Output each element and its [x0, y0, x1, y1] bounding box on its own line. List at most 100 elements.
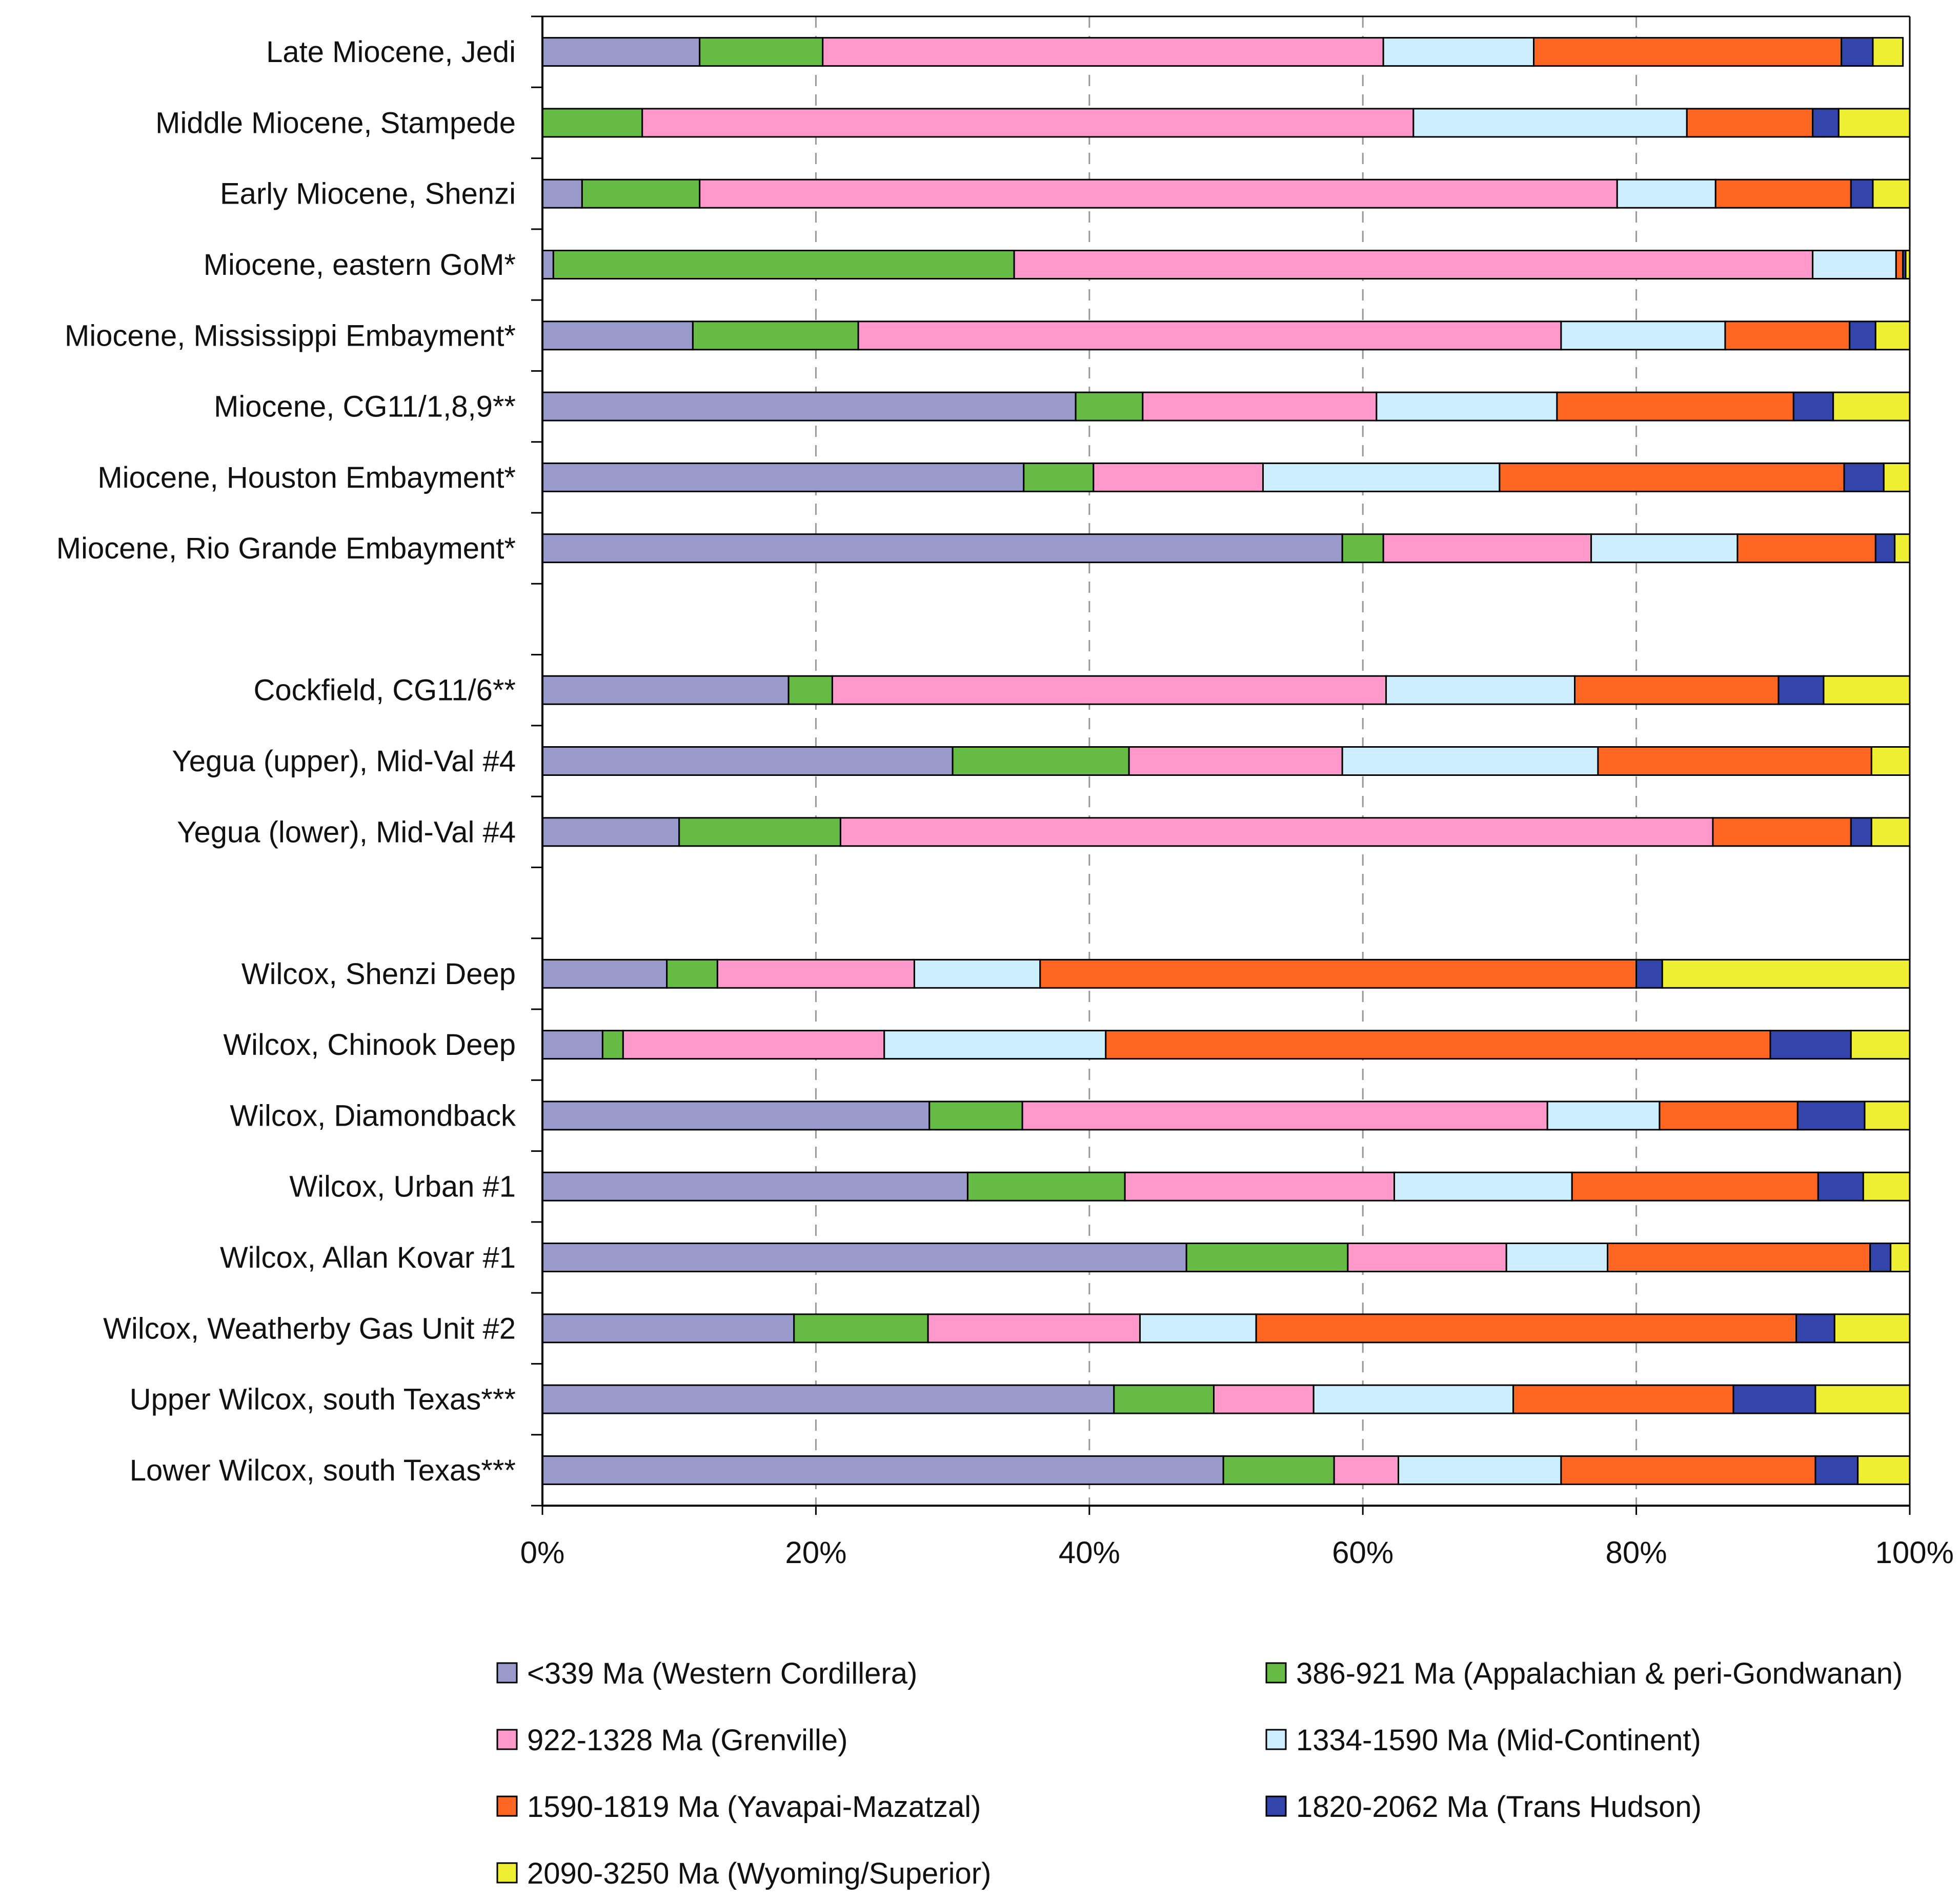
- bar-segment: [1864, 1101, 1911, 1131]
- bar-segment: [541, 321, 694, 351]
- bar-segment: [699, 178, 1618, 209]
- bar-segment: [1185, 1243, 1349, 1272]
- category-label: Miocene, Houston Embayment*: [97, 461, 516, 494]
- bar-segment: [541, 1030, 603, 1060]
- x-tick-label: 80%: [1606, 1535, 1667, 1570]
- bar-segment: [1661, 958, 1911, 989]
- bar-segment: [927, 1313, 1141, 1344]
- legend-label: 922-1328 Ma (Grenville): [527, 1724, 847, 1757]
- x-tick-labels: 0% 20% 40% 60% 80% 100%: [520, 1535, 1954, 1570]
- bar-segment: [857, 321, 1562, 351]
- bar-segment: [1556, 391, 1794, 422]
- bar-segment: [541, 391, 1077, 422]
- x-tick-label: 20%: [785, 1535, 846, 1570]
- bar-segment: [1796, 1101, 1866, 1131]
- legend-swatch: [496, 1862, 518, 1884]
- bar-segment: [601, 1030, 624, 1060]
- bar-segment: [1571, 1171, 1819, 1202]
- bar-segment: [541, 1384, 1115, 1414]
- bar-segment: [1724, 321, 1851, 351]
- bar-segment: [1499, 462, 1845, 492]
- bar-segment: [1792, 391, 1834, 422]
- bar-segment: [1347, 1243, 1507, 1272]
- legend-swatch: [496, 1729, 518, 1750]
- bar-segment: [1686, 108, 1814, 138]
- category-label: Lower Wilcox, south Texas***: [130, 1454, 516, 1487]
- bar-segment: [1376, 391, 1558, 422]
- bar-segment: [1312, 1384, 1514, 1414]
- bar-segment: [839, 817, 1714, 847]
- bar-segment: [1222, 1455, 1335, 1485]
- bar-segment: [1869, 1243, 1892, 1272]
- bar-segment: [1817, 1171, 1864, 1202]
- bar-segment: [1894, 533, 1911, 564]
- bar-segment: [787, 675, 833, 705]
- bar-segment: [716, 958, 915, 989]
- bar-segment: [1560, 1455, 1816, 1485]
- category-label: Late Miocene, Jedi: [266, 35, 516, 69]
- bar-segment: [883, 1030, 1107, 1060]
- bar-segment: [1385, 675, 1576, 705]
- bar-segment: [1777, 675, 1825, 705]
- category-label: Miocene, Mississippi Embayment*: [65, 319, 516, 352]
- bar-segment: [541, 1243, 1187, 1272]
- bar-segment: [966, 1171, 1126, 1202]
- bar-segment: [1021, 1101, 1548, 1131]
- bar-segment: [1769, 1030, 1852, 1060]
- legend-swatch: [1265, 1729, 1287, 1750]
- category-label: Miocene, CG11/1,8,9**: [214, 390, 516, 424]
- bar-segment: [1398, 1455, 1562, 1485]
- bar-segment: [1850, 178, 1874, 209]
- bar-segment: [541, 817, 680, 847]
- bar-segment: [622, 1030, 885, 1060]
- bar-segment: [541, 37, 701, 67]
- bar-segment: [1546, 1101, 1661, 1131]
- bar-segment: [541, 108, 643, 138]
- bar-segment: [1393, 1171, 1573, 1202]
- bar-segment: [552, 250, 1015, 279]
- bar-segment: [1333, 1455, 1400, 1485]
- bar-segment: [1124, 1171, 1396, 1202]
- legend-label: 386-921 Ma (Appalachian & peri-Gondwanan…: [1296, 1657, 1903, 1690]
- bar-segment: [1795, 1313, 1835, 1344]
- bar-segment: [541, 1455, 1224, 1485]
- bar-segment: [541, 1101, 931, 1131]
- category-label: Middle Miocene, Stampede: [155, 106, 516, 139]
- bar-segment: [822, 37, 1384, 67]
- category-label: Wilcox, Shenzi Deep: [241, 957, 516, 991]
- bar-segment: [1635, 958, 1663, 989]
- legend-label: 1590-1819 Ma (Yavapai-Mazatzal): [527, 1790, 981, 1824]
- bar-segment: [1837, 108, 1911, 138]
- bar-segment: [1814, 1455, 1859, 1485]
- bar-segment: [1142, 391, 1378, 422]
- legend-label: 1820-2062 Ma (Trans Hudson): [1296, 1790, 1702, 1824]
- bar-segment: [1736, 533, 1876, 564]
- bar-segment: [1841, 37, 1874, 67]
- legend-swatch: [496, 1662, 518, 1684]
- bar-segment: [793, 1313, 929, 1344]
- bar-segment: [1113, 1384, 1215, 1414]
- bar-segment: [1823, 675, 1911, 705]
- category-label: Wilcox, Allan Kovar #1: [220, 1241, 516, 1274]
- bar-segment: [541, 958, 668, 989]
- bar-segment: [1832, 391, 1911, 422]
- legend: <339 Ma (Western Cordillera) 386-921 Ma (…: [496, 1657, 1903, 1890]
- bar-segment: [1574, 675, 1780, 705]
- bar-segment: [541, 1313, 795, 1344]
- bar-segment: [1013, 250, 1814, 279]
- bar-segment: [1883, 462, 1911, 492]
- bar-segment: [1262, 462, 1501, 492]
- legend-swatch: [1265, 1662, 1287, 1684]
- category-label: Wilcox, Urban #1: [289, 1170, 516, 1204]
- x-tick-label: 40%: [1059, 1535, 1120, 1570]
- bar-segment: [1872, 178, 1911, 209]
- bar-segment: [1812, 250, 1897, 279]
- bar-segment: [1895, 250, 1904, 279]
- category-label: Miocene, eastern GoM*: [204, 248, 516, 282]
- bar-segment: [1105, 1030, 1771, 1060]
- bar-segment: [541, 178, 583, 209]
- legend-label: 1334-1590 Ma (Mid-Continent): [1296, 1724, 1701, 1757]
- bars: [541, 37, 1911, 1485]
- bar-segment: [1590, 533, 1739, 564]
